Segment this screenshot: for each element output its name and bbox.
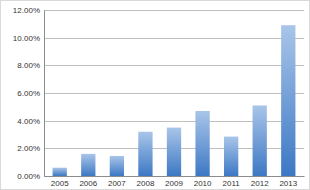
y-axis-line xyxy=(44,11,45,177)
y-axis: 0.00% 2.00% 4.00% 6.00% 8.00% 10.00% 12.00% xyxy=(13,6,45,181)
x-tick-label: 2012 xyxy=(251,179,269,188)
x-tick: 2013 xyxy=(279,176,297,188)
frame xyxy=(1,1,310,190)
plot: 0.00% 2.00% 4.00% 6.00% 8.00% 10.00% 12.00% 200… xyxy=(13,6,305,188)
y-tick: 8.00% xyxy=(17,61,44,70)
x-tick: 2006 xyxy=(79,176,97,188)
bars xyxy=(53,25,296,176)
x-tick: 2005 xyxy=(51,176,69,188)
y-tick-label: 4.00% xyxy=(17,117,40,126)
y-tick-label: 0.00% xyxy=(17,172,40,181)
y-tick: 6.00% xyxy=(17,89,44,98)
y-tick: 4.00% xyxy=(17,117,44,126)
x-tick: 2008 xyxy=(137,176,155,188)
grid-line xyxy=(44,93,304,94)
x-tick: 2011 xyxy=(223,176,241,188)
y-tick-label: 12.00% xyxy=(13,6,40,15)
bar xyxy=(81,154,95,176)
y-tick-label: 2.00% xyxy=(17,144,40,153)
y-tick: 12.00% xyxy=(13,6,44,15)
x-axis-line xyxy=(45,176,305,177)
grid xyxy=(44,11,304,177)
bar xyxy=(110,156,124,176)
grid-line xyxy=(44,176,304,177)
y-tick: 0.00% xyxy=(17,172,44,181)
bar xyxy=(253,105,267,176)
x-tick: 2010 xyxy=(194,176,212,188)
x-tick-label: 2008 xyxy=(137,179,155,188)
y-tick: 10.00% xyxy=(13,34,44,43)
x-tick: 2007 xyxy=(108,176,126,188)
grid-line xyxy=(44,65,304,66)
y-tick-label: 6.00% xyxy=(17,89,40,98)
x-axis: 2005 2006 2007 2008 2009 2010 2011 2012 2013 xyxy=(45,176,305,188)
x-tick: 2009 xyxy=(165,176,183,188)
bar xyxy=(138,132,152,176)
grid-line xyxy=(44,10,304,11)
y-tick-label: 10.00% xyxy=(13,34,40,43)
y-tick-label: 8.00% xyxy=(17,61,40,70)
x-tick-label: 2009 xyxy=(165,179,183,188)
bar xyxy=(167,128,181,176)
x-tick-label: 2006 xyxy=(79,179,97,188)
chart: 0.00% 2.00% 4.00% 6.00% 8.00% 10.00% 12.00% 200… xyxy=(0,0,310,190)
y-tick: 2.00% xyxy=(17,144,44,153)
x-tick-label: 2010 xyxy=(194,179,212,188)
bar xyxy=(53,168,67,176)
bar xyxy=(224,137,238,176)
bar xyxy=(281,25,295,176)
x-tick-label: 2013 xyxy=(279,179,297,188)
x-tick-label: 2007 xyxy=(108,179,126,188)
x-tick: 2012 xyxy=(251,176,269,188)
x-tick-label: 2011 xyxy=(223,179,241,188)
grid-line xyxy=(44,38,304,39)
x-tick-label: 2005 xyxy=(51,179,69,188)
bar xyxy=(195,111,209,176)
